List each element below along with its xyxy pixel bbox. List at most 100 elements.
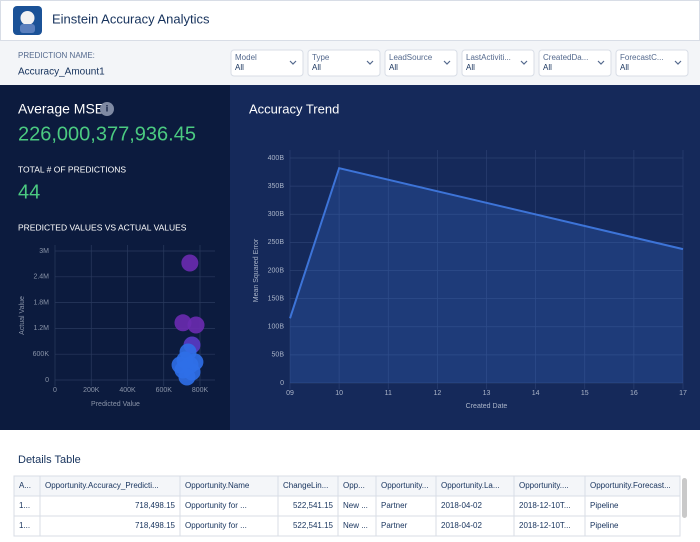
x-tick-label: 13 <box>483 390 491 397</box>
app-title: Einstein Accuracy Analytics <box>52 11 210 26</box>
filter-value: All <box>466 63 475 72</box>
column-header[interactable]: A... <box>19 481 31 490</box>
x-tick-label: 11 <box>385 390 392 397</box>
column-header[interactable]: Opportunity.La... <box>441 481 500 490</box>
table-cell: New ... <box>343 521 368 530</box>
chevron <box>289 60 297 65</box>
chevron <box>443 60 451 65</box>
column-header[interactable]: Opp... <box>343 481 365 490</box>
filter-value: All <box>235 63 244 72</box>
x-tick-label: 0 <box>53 387 57 394</box>
scrollbar[interactable] <box>682 478 687 518</box>
table-cell: Opportunity for ... <box>185 501 247 510</box>
chevron <box>597 60 605 65</box>
y-tick-label: 1.2M <box>33 325 49 332</box>
filter-label: ForecastC... <box>620 53 664 62</box>
trend-line <box>289 166 684 319</box>
chevron <box>674 60 682 65</box>
filter-label: Model <box>235 53 257 62</box>
table-cell: 718,498.15 <box>135 501 176 510</box>
filter-label: Type <box>312 53 330 62</box>
x-tick-label: 15 <box>581 390 589 397</box>
mse-label: Average MSE <box>18 101 104 117</box>
details-title: Details Table <box>18 454 81 466</box>
count-label: TOTAL # OF PREDICTIONS <box>18 164 126 174</box>
column-header[interactable]: Opportunity.Accuracy_Predicti... <box>45 481 159 490</box>
app-icon-body <box>20 24 35 33</box>
x-tick-label: 200K <box>83 387 100 394</box>
table-cell: Pipeline <box>590 501 619 510</box>
y-tick-label: 600K <box>33 351 50 358</box>
y-axis-label: Mean Squared Error <box>253 238 260 302</box>
trend-panel <box>230 85 700 430</box>
x-tick-label: 600K <box>156 387 173 394</box>
scatter-point <box>174 314 192 332</box>
table-cell: 522,541.15 <box>293 501 334 510</box>
x-tick-label: 16 <box>630 390 638 397</box>
column-header[interactable]: Opportunity.Forecast... <box>590 481 671 490</box>
info-icon-glyph: i <box>106 103 109 113</box>
scatter-point <box>187 316 205 334</box>
prediction-label: PREDICTION NAME: <box>18 51 95 60</box>
y-tick-label: 200B <box>268 267 285 274</box>
scatter-title: PREDICTED VALUES VS ACTUAL VALUES <box>18 222 187 232</box>
filter-dropdown[interactable] <box>615 49 689 77</box>
y-tick-label: 150B <box>268 295 285 302</box>
table-cell: Partner <box>381 521 408 530</box>
scatter-point <box>171 356 189 374</box>
table-cell: 2018-04-02 <box>441 501 482 510</box>
filter-dropdown[interactable] <box>384 49 458 77</box>
filter-value: All <box>543 63 552 72</box>
info-icon[interactable] <box>100 102 114 116</box>
x-tick-label: 400K <box>119 387 136 394</box>
y-tick-label: 350B <box>268 183 285 190</box>
filter-label: LeadSource <box>389 53 433 62</box>
table-cell: 1... <box>19 521 30 530</box>
column-header[interactable]: Opportunity.... <box>519 481 569 490</box>
y-tick-label: 3M <box>39 248 49 255</box>
filter-dropdown[interactable] <box>307 49 381 77</box>
table-cell: 1... <box>19 501 30 510</box>
filter-label: LastActiviti... <box>466 53 511 62</box>
filter-dropdown[interactable] <box>461 49 535 77</box>
table-row <box>13 515 681 537</box>
filter-dropdown[interactable] <box>230 49 304 77</box>
table-cell: New ... <box>343 501 368 510</box>
chevron <box>520 60 528 65</box>
y-tick-label: 250B <box>268 239 285 246</box>
x-axis-label: Predicted Value <box>91 401 140 408</box>
table-cell: 2018-12-10T... <box>519 501 571 510</box>
column-header[interactable]: Opportunity... <box>381 481 428 490</box>
table-cell: 718,498.15 <box>135 521 176 530</box>
table-cell: 2018-12-10T... <box>519 521 571 530</box>
table-cell: Opportunity for ... <box>185 521 247 530</box>
x-tick-label: 17 <box>679 390 687 397</box>
x-tick-label: 09 <box>286 390 294 397</box>
table-cell: Pipeline <box>590 521 619 530</box>
filter-label: CreatedDa... <box>543 53 588 62</box>
filter-value: All <box>620 63 629 72</box>
header-bar <box>0 0 700 41</box>
filter-dropdown[interactable] <box>538 49 612 77</box>
mse-value: 226,000,377,936.45 <box>18 123 196 145</box>
prediction-name: Accuracy_Amount1 <box>18 67 105 78</box>
column-header[interactable]: ChangeLin... <box>283 481 328 490</box>
table-cell: Partner <box>381 501 408 510</box>
y-tick-label: 50B <box>272 352 285 359</box>
y-tick-label: 400B <box>268 155 285 162</box>
area-fill <box>290 168 683 383</box>
x-axis-label: Created Date <box>466 403 508 410</box>
y-tick-label: 0 <box>45 377 49 384</box>
y-tick-label: 0 <box>280 380 284 387</box>
y-tick-label: 100B <box>268 324 285 331</box>
y-tick-label: 1.8M <box>33 299 49 306</box>
y-tick-label: 300B <box>268 211 285 218</box>
y-axis-label: Actual Value <box>19 296 26 335</box>
column-header[interactable]: Opportunity.Name <box>185 481 250 490</box>
chevron <box>366 60 374 65</box>
filter-value: All <box>312 63 321 72</box>
x-tick-label: 800K <box>192 387 209 394</box>
scatter-point <box>181 254 199 272</box>
x-tick-label: 10 <box>335 390 343 397</box>
